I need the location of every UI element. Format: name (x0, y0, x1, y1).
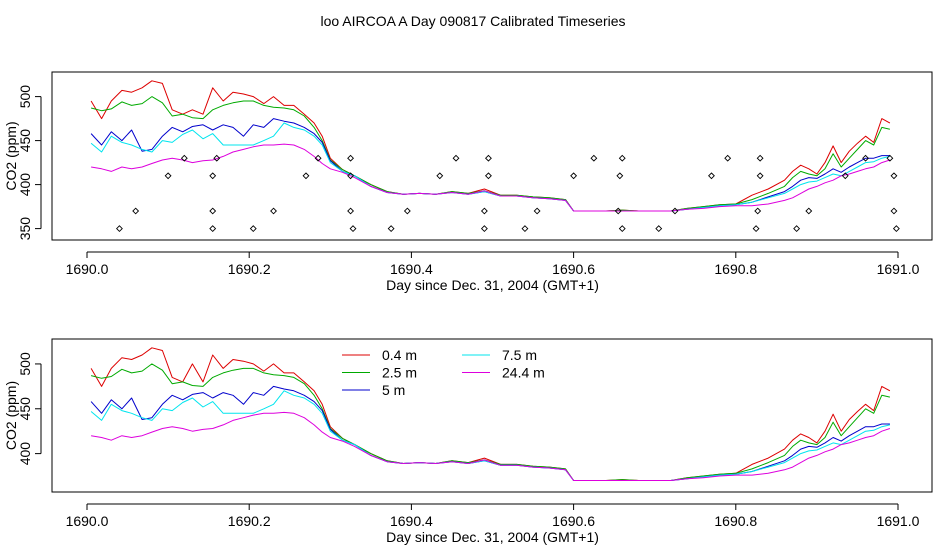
data-marker (270, 207, 277, 215)
data-marker (209, 225, 217, 233)
x-tick-label: 1690.4 (390, 513, 433, 529)
chart-panel-2: 1690.0 1690.2 1690.4 1690.6 1690.8 1691.0 Day … (3, 338, 933, 545)
data-marker (756, 172, 764, 180)
data-marker (180, 154, 188, 162)
data-marker (403, 207, 411, 215)
data-marker (841, 172, 849, 180)
data-marker (886, 154, 894, 162)
page-title: loo AIRCOA A Day 090817 Calibrated Times… (320, 13, 625, 29)
data-marker (314, 154, 322, 162)
x-tick-label: 1690.0 (66, 513, 109, 529)
data-marker (533, 207, 541, 215)
y-tick-label: 400 (17, 173, 33, 197)
x-tick-label: 1690.4 (390, 261, 433, 277)
series-line-24-4-m (91, 411, 891, 481)
data-marker (890, 207, 898, 215)
data-marker (793, 225, 801, 233)
legend-label: 2.5 m (382, 365, 417, 381)
y-axis: 350 400 450 500 CO2 (ppm) (3, 85, 42, 241)
plot-frame (51, 338, 933, 493)
data-marker (754, 207, 762, 215)
data-marker (387, 225, 395, 233)
data-marker (892, 225, 900, 233)
y-tick-label: 400 (17, 442, 33, 466)
data-marker (805, 207, 813, 215)
y-tick-label: 450 (17, 397, 33, 421)
data-marker (618, 154, 626, 162)
data-marker (249, 225, 257, 233)
plot-frame (51, 71, 933, 241)
x-tick-label: 1691.0 (877, 513, 920, 529)
data-marker (480, 207, 488, 215)
data-marker (132, 207, 140, 215)
series-line-2-5-m (90, 96, 891, 212)
legend-label: 0.4 m (382, 347, 417, 363)
data-marker (655, 225, 663, 233)
data-marker (708, 172, 715, 180)
data-marker (570, 172, 578, 180)
data-marker (862, 154, 869, 162)
data-marker (724, 154, 732, 162)
data-marker (209, 172, 217, 180)
data-marker (671, 207, 679, 215)
data-marker (890, 172, 898, 180)
data-marker (436, 172, 444, 180)
x-axis: 1690.0 1690.2 1690.4 1690.6 1690.8 1691.0 Day … (66, 251, 920, 293)
y-tick-label: 350 (17, 217, 33, 241)
y-tick-label: 500 (17, 85, 33, 109)
x-axis-label: Day since Dec. 31, 2004 (GMT+1) (386, 277, 599, 293)
series-line-2-5-m (90, 363, 891, 481)
y-axis-label: CO2 (ppm) (3, 381, 19, 450)
y-tick-label: 500 (17, 352, 33, 376)
data-marker (480, 225, 488, 233)
x-axis-label: Day since Dec. 31, 2004 (GMT+1) (386, 529, 599, 545)
series-line-0-4-m (90, 80, 891, 212)
data-marker (213, 154, 221, 162)
x-tick-label: 1690.2 (228, 513, 271, 529)
legend-label: 24.4 m (502, 365, 545, 381)
data-marker (485, 172, 492, 180)
legend-label: 7.5 m (502, 347, 537, 363)
data-marker (452, 154, 460, 162)
legend-label: 5 m (382, 382, 405, 398)
data-marker (349, 225, 357, 233)
x-tick-label: 1691.0 (877, 261, 920, 277)
data-marker (347, 154, 355, 162)
data-marker (347, 207, 355, 215)
x-axis: 1690.0 1690.2 1690.4 1690.6 1690.8 1691.0 Day … (66, 503, 920, 545)
x-tick-label: 1690.2 (228, 261, 271, 277)
data-marker (347, 172, 355, 180)
data-marker (209, 207, 217, 215)
x-tick-label: 1690.6 (552, 513, 595, 529)
data-marker (521, 225, 529, 233)
data-marker (756, 154, 764, 162)
chart-panel-1: 1690.0 1690.2 1690.4 1690.6 1690.8 1691.0 Day … (3, 71, 933, 293)
legend: 0.4 m 2.5 m5 m 7.5 m 24.4 m (342, 347, 545, 398)
marker-group (116, 154, 900, 233)
data-marker (302, 172, 310, 180)
data-marker (752, 225, 760, 233)
data-marker (116, 225, 123, 233)
data-marker (485, 154, 492, 162)
y-tick-label: 450 (17, 129, 33, 153)
data-marker (164, 172, 172, 180)
x-tick-label: 1690.8 (714, 261, 757, 277)
y-axis-label: CO2 (ppm) (3, 121, 19, 190)
x-tick-label: 1690.8 (714, 513, 757, 529)
series-line-24-4-m (91, 143, 891, 212)
series-line-7-5-m (90, 390, 891, 481)
data-marker (590, 154, 598, 162)
series-line-0-4-m (90, 347, 891, 481)
x-tick-label: 1690.0 (66, 261, 109, 277)
data-marker (618, 225, 626, 233)
data-marker (616, 172, 624, 180)
y-axis: 400 450 500 CO2 (ppm) (3, 352, 42, 466)
series-line-7-5-m (90, 122, 891, 212)
x-tick-label: 1690.6 (552, 261, 595, 277)
data-marker (614, 207, 622, 215)
